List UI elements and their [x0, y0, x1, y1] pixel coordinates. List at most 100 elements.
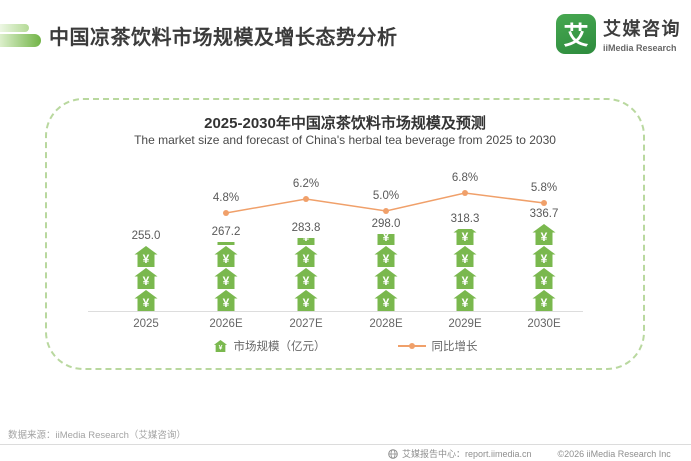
svg-text:¥: ¥: [383, 234, 390, 244]
house-yuan-icon: ¥: [532, 224, 556, 245]
house-yuan-icon: ¥: [532, 290, 556, 311]
pictogram-column-2029E: 318.3 ¥ ¥ ¥ ¥: [425, 213, 505, 311]
svg-text:¥: ¥: [143, 252, 150, 266]
chart-legend: ¥ 市场规模（亿元） 同比增长: [47, 338, 643, 354]
svg-text:¥: ¥: [462, 274, 469, 288]
house-yuan-icon: ¥: [374, 268, 398, 289]
brand-text: 艾媒咨询 iiMedia Research: [603, 15, 681, 53]
house-yuan-icon: ¥: [213, 340, 227, 352]
x-axis-label: 2026E: [209, 318, 243, 330]
svg-text:¥: ¥: [223, 296, 230, 310]
bar-value-label: 283.8: [291, 222, 321, 234]
bar-value-label: 267.2: [211, 226, 241, 238]
svg-text:¥: ¥: [541, 230, 548, 244]
house-yuan-icon: ¥: [217, 242, 235, 245]
svg-text:¥: ¥: [462, 230, 469, 244]
footer-bar: 艾媒报告中心：report.iimedia.cn ©2026 iiMedia R…: [388, 447, 671, 460]
bar-value-label: 336.7: [529, 208, 559, 220]
house-yuan-icon: ¥: [214, 246, 238, 267]
svg-text:¥: ¥: [383, 274, 390, 288]
report-center-text: 艾媒报告中心：report.iimedia.cn: [402, 449, 532, 459]
globe-icon: [388, 448, 398, 459]
chart-panel: 2025-2030年中国凉茶饮料市场规模及预测 The market size …: [45, 98, 645, 370]
legend-label-growth: 同比增长: [431, 341, 478, 353]
house-yuan-icon: ¥: [453, 290, 477, 311]
report-center-item: 艾媒报告中心：report.iimedia.cn: [388, 447, 532, 460]
x-axis-label: 2028E: [369, 318, 403, 330]
svg-text:¥: ¥: [303, 238, 310, 244]
bar-value-label: 298.0: [371, 218, 401, 230]
svg-text:¥: ¥: [303, 274, 310, 288]
house-yuan-icon: ¥: [134, 246, 158, 267]
house-yuan-icon: ¥: [453, 268, 477, 289]
svg-text:¥: ¥: [218, 345, 222, 352]
svg-text:¥: ¥: [541, 296, 548, 310]
legend-item-market-size: ¥ 市场规模（亿元）: [213, 338, 326, 354]
house-yuan-icon: ¥: [453, 246, 477, 267]
legend-item-growth: 同比增长: [397, 338, 478, 354]
x-axis-label: 2029E: [448, 318, 482, 330]
svg-text:¥: ¥: [541, 274, 548, 288]
x-axis-label: 2030E: [527, 318, 561, 330]
house-yuan-icon: ¥: [214, 268, 238, 289]
copyright-text: ©2026 iiMedia Research Inc: [557, 448, 671, 459]
brand-name-cn: 艾媒咨询: [603, 19, 681, 39]
pictogram-column-2026E: 267.2 ¥ ¥ ¥ ¥: [186, 226, 266, 311]
chart-subtitle: The market size and forecast of China's …: [134, 133, 556, 147]
growth-point: [462, 190, 468, 196]
svg-text:¥: ¥: [383, 296, 390, 310]
house-yuan-icon: ¥: [532, 246, 556, 267]
svg-text:¥: ¥: [223, 252, 230, 266]
house-yuan-icon: ¥: [134, 290, 158, 311]
growth-point: [541, 200, 547, 206]
svg-text:¥: ¥: [462, 252, 469, 266]
svg-text:¥: ¥: [303, 296, 310, 310]
legend-label-market-size: 市场规模（亿元）: [233, 341, 326, 353]
svg-text:¥: ¥: [383, 252, 390, 266]
svg-text:¥: ¥: [143, 296, 150, 310]
footer-divider: [0, 444, 691, 445]
pictogram-column-2028E: 298.0 ¥ ¥ ¥ ¥: [346, 218, 426, 311]
bar-value-label: 255.0: [131, 230, 161, 242]
svg-text:¥: ¥: [223, 274, 230, 288]
pictogram-column-2027E: 283.8 ¥ ¥ ¥ ¥: [266, 222, 346, 311]
iimedia-logo-icon: 艾: [556, 14, 596, 54]
house-yuan-icon: ¥: [294, 268, 318, 289]
house-yuan-partial-icon: ¥: [294, 238, 318, 245]
x-axis-line: [88, 311, 583, 312]
x-axis-label: 2025: [133, 318, 159, 330]
growth-point: [303, 196, 309, 202]
house-yuan-icon: ¥: [377, 234, 395, 245]
house-yuan-icon: ¥: [532, 268, 556, 289]
house-yuan-icon: ¥: [294, 246, 318, 267]
growth-value-label: 6.8%: [451, 172, 479, 184]
pictogram-column-2030E: 336.7 ¥ ¥ ¥ ¥: [504, 208, 584, 311]
data-source-note: 数据来源：iiMedia Research（艾媒咨询）: [8, 430, 186, 441]
house-yuan-icon: ¥: [374, 246, 398, 267]
line-marker-icon: [397, 343, 426, 349]
growth-point: [223, 210, 229, 216]
svg-text:¥: ¥: [462, 296, 469, 310]
x-axis-label: 2027E: [289, 318, 323, 330]
page-title: 中国凉茶饮料市场规模及增长态势分析: [49, 27, 398, 49]
pictogram-column-2025: 255.0 ¥ ¥ ¥: [106, 230, 186, 311]
svg-text:¥: ¥: [143, 274, 150, 288]
growth-value-label: 6.2%: [292, 178, 320, 190]
house-yuan-partial-icon: ¥: [453, 229, 477, 245]
header-accent-bottom-icon: [0, 34, 41, 47]
house-yuan-icon: ¥: [294, 290, 318, 311]
growth-value-label: 4.8%: [212, 192, 240, 204]
house-yuan-partial-icon: ¥: [374, 234, 398, 245]
growth-value-label: 5.8%: [530, 182, 558, 194]
house-yuan-icon: ¥: [214, 290, 238, 311]
growth-point: [383, 208, 389, 214]
house-yuan-icon: ¥: [453, 229, 477, 245]
header-accent-top-icon: [0, 24, 29, 32]
svg-text:¥: ¥: [541, 252, 548, 266]
house-yuan-icon: ¥: [374, 290, 398, 311]
growth-value-label: 5.0%: [372, 190, 400, 202]
house-yuan-icon: ¥: [134, 268, 158, 289]
house-yuan-icon: ¥: [297, 238, 315, 245]
svg-text:¥: ¥: [223, 242, 230, 244]
bar-value-label: 318.3: [450, 213, 480, 225]
